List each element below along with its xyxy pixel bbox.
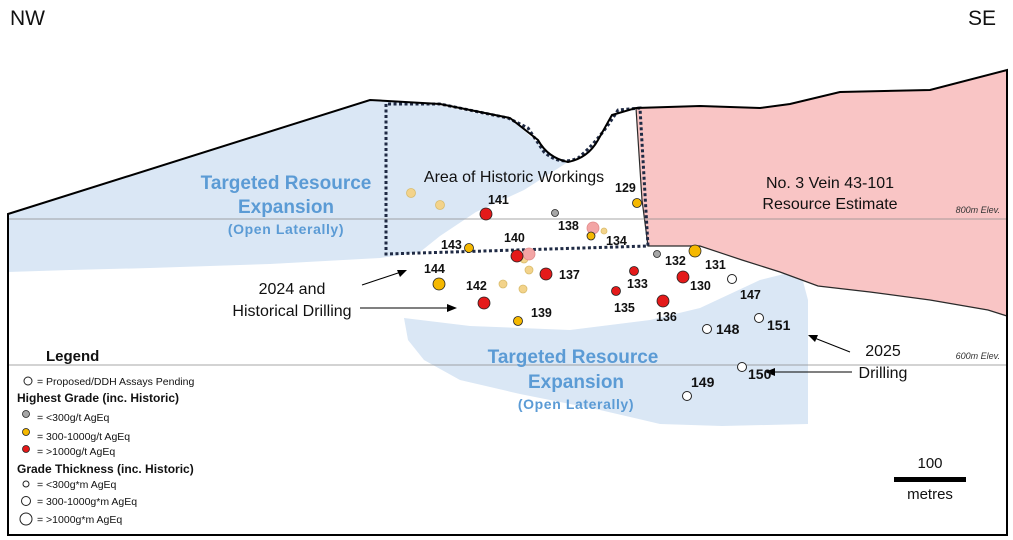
- drill-hole-147-marker: [727, 274, 737, 284]
- drill-hole-130-marker: [676, 270, 690, 284]
- legend-thickness-mid-marker: [21, 496, 31, 506]
- drill-hole-138-marker: [551, 209, 559, 217]
- arrow-2024-upper: [361, 270, 405, 286]
- drill-hole-136-marker: [656, 294, 670, 308]
- historic-workings-label: Area of Historic Workings: [424, 169, 604, 186]
- historic-dot-faded: [600, 227, 608, 235]
- target-lower-title-line2: Expansion: [528, 372, 624, 393]
- drilling-2024-line2: Historical Drilling: [232, 303, 351, 320]
- legend-thickness-small-label: = <300g*m AgEq: [37, 479, 117, 491]
- drill-hole-133-marker: [629, 266, 639, 276]
- scale-bar-unit: metres: [907, 486, 953, 503]
- arrow-2024-lower-head: [447, 304, 457, 312]
- legend-thickness-small-marker: [22, 480, 30, 488]
- drill-hole-151-label: 151: [767, 317, 791, 333]
- legend-grade-low-label: = <300g/t AgEq: [37, 412, 110, 424]
- legend-thickness-title: Grade Thickness (inc. Historic): [17, 462, 194, 476]
- drill-hole-136-label: 136: [656, 310, 677, 324]
- drill-hole-149-label: 149: [691, 374, 715, 390]
- drill-hole-143-label: 143: [441, 238, 462, 252]
- resource-estimate-line1: No. 3 Vein 43-101: [766, 175, 894, 192]
- drill-hole-150-label: 150: [748, 366, 772, 382]
- historic-dot-faded: [406, 188, 416, 198]
- legend-grade-low-marker: [22, 410, 30, 418]
- legend-thickness-large-marker: [19, 512, 33, 526]
- drill-hole-130-label: 130: [690, 279, 711, 293]
- drill-hole-148-label: 148: [716, 321, 740, 337]
- legend-thickness-mid-label: = 300-1000g*m AgEq: [37, 496, 137, 508]
- target-zone-lower: [404, 270, 808, 426]
- legend-grade-high-marker: [22, 445, 30, 453]
- resource-estimate-line2: Resource Estimate: [762, 196, 897, 213]
- se-label: SE: [968, 7, 996, 30]
- scale-bar-value: 100: [917, 455, 942, 472]
- arrow-2025-lower-head: [765, 368, 775, 376]
- drill-hole-139-label: 139: [531, 306, 552, 320]
- drill-hole-131-label: 131: [705, 258, 726, 272]
- scale-bar: [894, 477, 966, 482]
- drill-hole-147-label: 147: [740, 288, 761, 302]
- drill-hole-144-label: 144: [424, 262, 445, 276]
- drill-hole-142-marker: [477, 296, 491, 310]
- drill-hole-149-marker: [682, 391, 692, 401]
- nw-label: NW: [10, 7, 45, 30]
- target-upper-subtitle: (Open Laterally): [228, 221, 344, 237]
- drill-hole-148-marker: [702, 324, 712, 334]
- historic-dot-faded: [522, 247, 536, 261]
- drilling-2025-line2: Drilling: [859, 365, 908, 382]
- drilling-2024-line1: 2024 and: [259, 281, 326, 298]
- drill-hole-129-marker: [632, 198, 642, 208]
- drill-hole-133-label: 133: [627, 277, 648, 291]
- drill-hole-135-label: 135: [614, 301, 635, 315]
- arrow-2025-upper-head: [808, 335, 818, 342]
- target-lower-title-line1: Targeted Resource: [488, 347, 659, 368]
- target-zone-upper: [8, 100, 568, 272]
- historic-dot-faded: [524, 265, 534, 275]
- target-lower-subtitle: (Open Laterally): [518, 396, 634, 412]
- legend-pending-label: = Proposed/DDH Assays Pending: [37, 376, 194, 388]
- target-upper-title-line2: Expansion: [238, 197, 334, 218]
- drill-hole-137-label: 137: [559, 268, 580, 282]
- drill-hole-140-marker: [510, 249, 524, 263]
- drill-hole-132-label: 132: [665, 254, 686, 268]
- drill-hole-131-marker: [688, 244, 702, 258]
- drill-hole-140-label: 140: [504, 231, 525, 245]
- drill-hole-143-marker: [464, 243, 474, 253]
- drill-hole-141-label: 141: [488, 193, 509, 207]
- legend-thickness-large-label: = >1000g*m AgEq: [37, 514, 122, 526]
- legend-title: Legend: [46, 348, 99, 365]
- drill-hole-134-label: 134: [606, 234, 627, 248]
- legend-grade-high-label: = >1000g/t AgEq: [37, 446, 115, 458]
- arrow-2024-upper-head: [397, 270, 407, 277]
- section-outline: [7, 68, 1008, 536]
- drill-hole-135-marker: [611, 286, 621, 296]
- arrow-2025-upper: [811, 336, 851, 353]
- legend-grade-mid-label: = 300-1000g/t AgEq: [37, 431, 130, 443]
- drill-hole-137-marker: [539, 267, 553, 281]
- legend-grade-title: Highest Grade (inc. Historic): [17, 391, 179, 405]
- historic-dot-faded: [518, 284, 528, 294]
- elevation-600-label: 600m Elev.: [956, 351, 1000, 361]
- drill-hole-144-marker: [432, 277, 446, 291]
- drilling-2025-line1: 2025: [865, 343, 901, 360]
- drill-hole-142-label: 142: [466, 279, 487, 293]
- drill-hole-132-marker: [653, 250, 661, 258]
- target-upper-title-line1: Targeted Resource: [201, 173, 372, 194]
- drill-hole-138-label: 138: [558, 219, 579, 233]
- legend-grade-mid-marker: [22, 428, 30, 436]
- elevation-800-label: 800m Elev.: [956, 205, 1000, 215]
- historic-dot-faded: [498, 279, 508, 289]
- historic-dot-faded: [435, 200, 445, 210]
- drill-hole-151-marker: [754, 313, 764, 323]
- drill-hole-150-marker: [737, 362, 747, 372]
- drill-hole-141-marker: [479, 207, 493, 221]
- drill-hole-139-marker: [513, 316, 523, 326]
- drill-hole-134-marker: [586, 231, 596, 241]
- drill-hole-129-label: 129: [615, 181, 636, 195]
- legend-pending-marker: [23, 376, 33, 386]
